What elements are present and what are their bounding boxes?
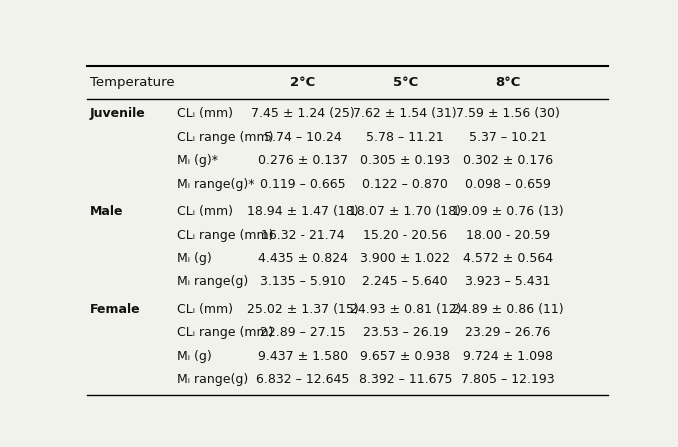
Text: Mᵢ range(g): Mᵢ range(g) bbox=[177, 275, 248, 288]
Text: 8°C: 8°C bbox=[495, 76, 521, 89]
Text: CLᵢ range (mm): CLᵢ range (mm) bbox=[177, 326, 273, 339]
Text: 4.435 ± 0.824: 4.435 ± 0.824 bbox=[258, 252, 348, 265]
Text: 2.245 – 5.640: 2.245 – 5.640 bbox=[363, 275, 448, 288]
Text: 16.32 - 21.74: 16.32 - 21.74 bbox=[261, 228, 344, 241]
Text: CLᵢ range (mm): CLᵢ range (mm) bbox=[177, 228, 273, 241]
Text: 0.119 – 0.665: 0.119 – 0.665 bbox=[260, 177, 346, 190]
Text: CLᵢ (mm): CLᵢ (mm) bbox=[177, 303, 233, 316]
Text: Juvenile: Juvenile bbox=[90, 107, 146, 120]
Text: 24.93 ± 0.81 (12): 24.93 ± 0.81 (12) bbox=[350, 303, 461, 316]
Text: Mᵢ range(g)*: Mᵢ range(g)* bbox=[177, 177, 254, 190]
Text: 7.59 ± 1.56 (30): 7.59 ± 1.56 (30) bbox=[456, 107, 559, 120]
Text: CLᵢ (mm): CLᵢ (mm) bbox=[177, 205, 233, 218]
Text: 9.657 ± 0.938: 9.657 ± 0.938 bbox=[360, 350, 450, 363]
Text: 8.392 – 11.675: 8.392 – 11.675 bbox=[359, 373, 452, 386]
Text: 5.78 – 11.21: 5.78 – 11.21 bbox=[366, 131, 444, 144]
Text: 6.832 – 12.645: 6.832 – 12.645 bbox=[256, 373, 349, 386]
Text: 5.37 – 10.21: 5.37 – 10.21 bbox=[469, 131, 546, 144]
Text: 15.20 - 20.56: 15.20 - 20.56 bbox=[363, 228, 447, 241]
Text: 0.122 – 0.870: 0.122 – 0.870 bbox=[362, 177, 448, 190]
Text: 2°C: 2°C bbox=[290, 76, 315, 89]
Text: 23.29 – 26.76: 23.29 – 26.76 bbox=[465, 326, 551, 339]
Text: 18.94 ± 1.47 (18): 18.94 ± 1.47 (18) bbox=[247, 205, 359, 218]
Text: 5.74 – 10.24: 5.74 – 10.24 bbox=[264, 131, 342, 144]
Text: 18.00 - 20.59: 18.00 - 20.59 bbox=[466, 228, 550, 241]
Text: 5°C: 5°C bbox=[393, 76, 418, 89]
Text: 22.89 – 27.15: 22.89 – 27.15 bbox=[260, 326, 346, 339]
Text: 18.07 ± 1.70 (18): 18.07 ± 1.70 (18) bbox=[349, 205, 461, 218]
Text: Temperature: Temperature bbox=[90, 76, 175, 89]
Text: 3.900 ± 1.022: 3.900 ± 1.022 bbox=[360, 252, 450, 265]
Text: 4.572 ± 0.564: 4.572 ± 0.564 bbox=[462, 252, 553, 265]
Text: CLᵢ (mm): CLᵢ (mm) bbox=[177, 107, 233, 120]
Text: 24.89 ± 0.86 (11): 24.89 ± 0.86 (11) bbox=[452, 303, 563, 316]
Text: 0.098 – 0.659: 0.098 – 0.659 bbox=[465, 177, 551, 190]
Text: 9.724 ± 1.098: 9.724 ± 1.098 bbox=[463, 350, 553, 363]
Text: 0.305 ± 0.193: 0.305 ± 0.193 bbox=[360, 154, 450, 167]
Text: 25.02 ± 1.37 (15): 25.02 ± 1.37 (15) bbox=[247, 303, 359, 316]
Text: Mᵢ (g): Mᵢ (g) bbox=[177, 252, 212, 265]
Text: 19.09 ± 0.76 (13): 19.09 ± 0.76 (13) bbox=[452, 205, 563, 218]
Text: 7.805 – 12.193: 7.805 – 12.193 bbox=[461, 373, 555, 386]
Text: 0.276 ± 0.137: 0.276 ± 0.137 bbox=[258, 154, 348, 167]
Text: 7.45 ± 1.24 (25): 7.45 ± 1.24 (25) bbox=[251, 107, 355, 120]
Text: 3.923 – 5.431: 3.923 – 5.431 bbox=[465, 275, 551, 288]
Text: Mᵢ range(g): Mᵢ range(g) bbox=[177, 373, 248, 386]
Text: 23.53 – 26.19: 23.53 – 26.19 bbox=[363, 326, 448, 339]
Text: Male: Male bbox=[90, 205, 123, 218]
Text: CLᵢ range (mm): CLᵢ range (mm) bbox=[177, 131, 273, 144]
Text: 0.302 ± 0.176: 0.302 ± 0.176 bbox=[462, 154, 553, 167]
Text: Female: Female bbox=[90, 303, 140, 316]
Text: 7.62 ± 1.54 (31): 7.62 ± 1.54 (31) bbox=[353, 107, 457, 120]
Text: Mᵢ (g)*: Mᵢ (g)* bbox=[177, 154, 218, 167]
Text: 3.135 – 5.910: 3.135 – 5.910 bbox=[260, 275, 346, 288]
Text: Mᵢ (g): Mᵢ (g) bbox=[177, 350, 212, 363]
Text: 9.437 ± 1.580: 9.437 ± 1.580 bbox=[258, 350, 348, 363]
